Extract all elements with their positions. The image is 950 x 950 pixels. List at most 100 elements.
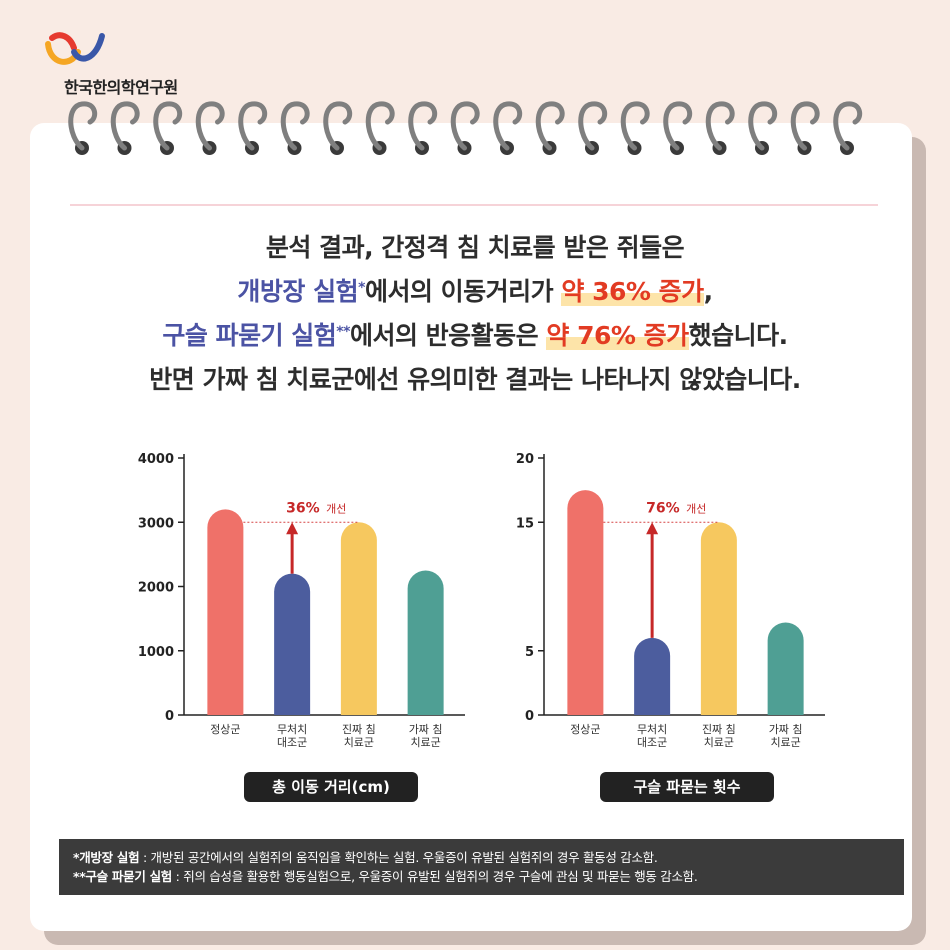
spiral-ring <box>450 101 480 155</box>
spiral-wire <box>153 101 183 151</box>
spiral-wire <box>408 101 438 151</box>
spiral-wire <box>833 101 863 151</box>
distance-category-label: 가짜 침 <box>409 723 443 736</box>
marble-category-label: 대조군 <box>637 736 667 749</box>
marble-bar <box>767 622 804 715</box>
spiral-wire <box>450 101 480 151</box>
spiral-ring <box>365 101 395 155</box>
footnote-mark: * <box>358 280 365 296</box>
spiral-ring <box>620 101 650 155</box>
marble-chart: 0 5 15 20 정상군 무처치 대조군 진짜 침 치료군 가짜 침 치료군 76% 개선 <box>480 448 840 772</box>
spiral-ring <box>578 101 608 155</box>
footnotes: *개방장 실험 : 개방된 공간에서의 실험쥐의 움직임을 확인하는 실험. 우… <box>59 839 904 895</box>
spiral-ring <box>833 101 863 155</box>
spiral-wire <box>535 101 565 151</box>
headline-text: 에서의 이동거리가 <box>364 277 562 306</box>
spiral-wire <box>365 101 395 151</box>
headline-line-3: 구슬 파묻기 실험**에서의 반응활동은 약 76% 증가했습니다. <box>40 314 910 358</box>
spiral-wire <box>790 101 820 151</box>
distance-improvement-arrow-head <box>286 522 299 535</box>
spiral-ring <box>790 101 820 155</box>
spiral-ring <box>493 101 523 155</box>
spiral-wire <box>195 101 225 151</box>
spiral-wire <box>705 101 735 151</box>
marble-y-tick-label: 15 <box>516 516 534 531</box>
distance-chart: 0 1000 2000 3000 4000 정상군 무처치 대조군 진짜 침 치료군 가짜 침 치료군… <box>120 448 480 772</box>
divider <box>70 204 878 206</box>
marble-y-tick-label: 20 <box>516 452 534 467</box>
distance-category-label: 치료군 <box>344 736 374 749</box>
footnote-title: **구슬 파묻기 실험 <box>73 869 172 884</box>
headline-text: 에서의 반응활동은 <box>349 321 547 350</box>
org-logo-mark-icon <box>45 32 105 65</box>
distance-category-label: 정상군 <box>210 723 240 736</box>
open-field-test-term: 개방장 실험 <box>237 277 359 306</box>
spiral-wire <box>663 101 693 151</box>
distance-category-label: 치료군 <box>410 736 440 749</box>
distance-category-label: 무처치 <box>277 723 307 736</box>
notebook-spiral-binding <box>68 101 863 155</box>
distance-bar <box>340 522 377 715</box>
distance-increase-highlight: 약 36% 증가 <box>561 277 704 306</box>
headline: 분석 결과, 간정격 침 치료를 받은 쥐들은 개방장 실험*에서의 이동거리가… <box>40 226 910 402</box>
spiral-ring <box>748 101 778 155</box>
footnote-text: : 쥐의 습성을 활용한 행동실험으로, 우울증이 유발된 실험쥐의 경우 구슬… <box>171 869 698 884</box>
distance-y-tick-label: 3000 <box>138 516 174 531</box>
distance-category-label: 진짜 침 <box>342 723 376 736</box>
marble-improvement-word: 개선 <box>686 502 706 515</box>
spiral-ring <box>68 101 98 155</box>
headline-line-1: 분석 결과, 간정격 침 치료를 받은 쥐들은 <box>265 233 685 262</box>
marble-improvement-number: 76% <box>646 500 680 516</box>
marble-category-label: 정상군 <box>570 723 600 736</box>
footnote-title: *개방장 실험 <box>73 850 140 865</box>
headline-line-4: 반면 가짜 침 치료군에선 유의미한 결과는 나타나지 않았습니다. <box>149 365 801 394</box>
spiral-wire <box>578 101 608 151</box>
footnote-marble: **구슬 파묻기 실험 : 쥐의 습성을 활용한 행동실험으로, 우울증이 유발… <box>73 867 904 886</box>
distance-bar <box>407 570 444 715</box>
footnote-text: : 개방된 공간에서의 실험쥐의 움직임을 확인하는 실험. 우울증이 유발된 … <box>139 850 658 865</box>
headline-line-2: 개방장 실험*에서의 이동거리가 약 36% 증가, <box>40 270 910 314</box>
spiral-wire <box>68 101 98 151</box>
spiral-ring <box>110 101 140 155</box>
marble-y-tick-label: 5 <box>525 645 534 660</box>
marble-chart-title: 구슬 파묻는 횟수 <box>600 772 774 802</box>
marble-y-tick-label: 0 <box>525 709 534 724</box>
distance-category-label: 대조군 <box>277 736 307 749</box>
spiral-ring <box>280 101 310 155</box>
spiral-ring <box>535 101 565 155</box>
marble-bar <box>634 637 671 715</box>
spiral-wire <box>110 101 140 151</box>
marble-bar <box>567 490 604 715</box>
distance-improvement-number: 36% <box>286 500 320 516</box>
marble-category-label: 무처치 <box>637 723 667 736</box>
org-logo: 한국한의학연구원 <box>42 30 182 97</box>
marble-category-label: 치료군 <box>704 736 734 749</box>
spiral-ring <box>153 101 183 155</box>
spiral-wire <box>748 101 778 151</box>
marble-improvement-arrow-head <box>646 522 659 535</box>
distance-y-tick-label: 1000 <box>138 645 174 660</box>
spiral-ring <box>323 101 353 155</box>
spiral-ring <box>663 101 693 155</box>
spiral-wire <box>280 101 310 151</box>
distance-y-tick-label: 0 <box>165 709 174 724</box>
spiral-wire <box>323 101 353 151</box>
marble-burying-test-term: 구슬 파묻기 실험 <box>162 321 337 350</box>
distance-y-tick-label: 4000 <box>138 452 174 467</box>
spiral-ring <box>408 101 438 155</box>
marble-bar <box>700 522 737 715</box>
marble-category-label: 가짜 침 <box>769 723 803 736</box>
distance-improvement-word: 개선 <box>326 502 346 515</box>
spiral-wire <box>493 101 523 151</box>
spiral-wire <box>238 101 268 151</box>
footnote-mark: ** <box>336 324 350 340</box>
marble-category-label: 치료군 <box>770 736 800 749</box>
distance-bar <box>274 573 311 715</box>
headline-text: 했습니다. <box>688 321 789 350</box>
spiral-ring <box>195 101 225 155</box>
footnote-open-field: *개방장 실험 : 개방된 공간에서의 실험쥐의 움직임을 확인하는 실험. 우… <box>73 848 904 867</box>
distance-y-tick-label: 2000 <box>138 581 174 596</box>
marble-category-label: 진짜 침 <box>702 723 736 736</box>
